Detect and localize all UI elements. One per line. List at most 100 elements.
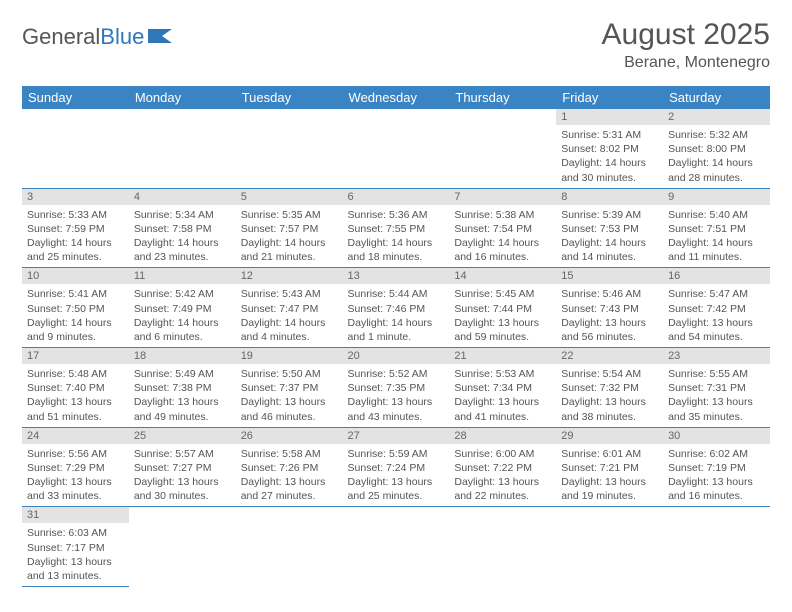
day-data: Sunrise: 5:40 AMSunset: 7:51 PMDaylight:… [663,205,770,268]
weekday-header: Thursday [449,86,556,109]
calendar-row: ..........1Sunrise: 5:31 AMSunset: 8:02 … [22,109,770,188]
calendar-cell: 29Sunrise: 6:01 AMSunset: 7:21 PMDayligh… [556,427,663,507]
day-number: 9 [663,189,770,205]
daylight-text: and 56 minutes. [561,330,658,344]
daylight-text: Daylight: 13 hours [241,475,338,489]
day-data: Sunrise: 5:43 AMSunset: 7:47 PMDaylight:… [236,284,343,347]
calendar-cell: .. [343,109,450,188]
day-data: Sunrise: 5:59 AMSunset: 7:24 PMDaylight:… [343,444,450,507]
day-number: 23 [663,348,770,364]
day-data: Sunrise: 5:36 AMSunset: 7:55 PMDaylight:… [343,205,450,268]
daylight-text: Daylight: 13 hours [348,475,445,489]
daylight-text: and 54 minutes. [668,330,765,344]
day-number: 3 [22,189,129,205]
sunrise-text: Sunrise: 5:34 AM [134,208,231,222]
calendar-cell: 5Sunrise: 5:35 AMSunset: 7:57 PMDaylight… [236,188,343,268]
calendar-cell: 10Sunrise: 5:41 AMSunset: 7:50 PMDayligh… [22,268,129,348]
sunset-text: Sunset: 7:17 PM [27,541,124,555]
daylight-text: Daylight: 13 hours [561,316,658,330]
calendar-cell: 25Sunrise: 5:57 AMSunset: 7:27 PMDayligh… [129,427,236,507]
day-data: Sunrise: 5:53 AMSunset: 7:34 PMDaylight:… [449,364,556,427]
daylight-text: Daylight: 13 hours [668,475,765,489]
calendar-cell: .. [22,109,129,188]
daylight-text: Daylight: 14 hours [561,156,658,170]
day-data: Sunrise: 5:45 AMSunset: 7:44 PMDaylight:… [449,284,556,347]
calendar-cell: 31Sunrise: 6:03 AMSunset: 7:17 PMDayligh… [22,507,129,587]
daylight-text: Daylight: 13 hours [27,395,124,409]
daylight-text: and 25 minutes. [27,250,124,264]
daylight-text: and 13 minutes. [27,569,124,583]
sunrise-text: Sunrise: 6:02 AM [668,447,765,461]
sunrise-text: Sunrise: 5:50 AM [241,367,338,381]
day-number: 15 [556,268,663,284]
day-number: 16 [663,268,770,284]
sunrise-text: Sunrise: 5:31 AM [561,128,658,142]
daylight-text: and 46 minutes. [241,410,338,424]
daylight-text: and 43 minutes. [348,410,445,424]
daylight-text: and 23 minutes. [134,250,231,264]
calendar-cell [663,507,770,587]
daylight-text: Daylight: 14 hours [27,316,124,330]
weekday-header: Wednesday [343,86,450,109]
calendar-cell: 16Sunrise: 5:47 AMSunset: 7:42 PMDayligh… [663,268,770,348]
flag-icon [148,24,176,50]
daylight-text: and 21 minutes. [241,250,338,264]
daylight-text: Daylight: 14 hours [348,236,445,250]
daylight-text: and 14 minutes. [561,250,658,264]
weekday-header-row: Sunday Monday Tuesday Wednesday Thursday… [22,86,770,109]
day-number: 14 [449,268,556,284]
day-number: 1 [556,109,663,125]
sunrise-text: Sunrise: 5:42 AM [134,287,231,301]
sunset-text: Sunset: 7:57 PM [241,222,338,236]
sunrise-text: Sunrise: 5:35 AM [241,208,338,222]
day-number: 26 [236,428,343,444]
daylight-text: Daylight: 13 hours [561,395,658,409]
sunset-text: Sunset: 7:59 PM [27,222,124,236]
day-data: Sunrise: 5:49 AMSunset: 7:38 PMDaylight:… [129,364,236,427]
calendar-row: 17Sunrise: 5:48 AMSunset: 7:40 PMDayligh… [22,348,770,428]
day-number: 17 [22,348,129,364]
day-number: 7 [449,189,556,205]
title-block: August 2025 Berane, Montenegro [602,18,770,72]
daylight-text: and 25 minutes. [348,489,445,503]
sunset-text: Sunset: 7:58 PM [134,222,231,236]
day-number: 11 [129,268,236,284]
day-data: Sunrise: 6:03 AMSunset: 7:17 PMDaylight:… [22,523,129,586]
daylight-text: and 51 minutes. [27,410,124,424]
sunset-text: Sunset: 7:35 PM [348,381,445,395]
sunrise-text: Sunrise: 5:41 AM [27,287,124,301]
day-data: Sunrise: 5:58 AMSunset: 7:26 PMDaylight:… [236,444,343,507]
sunrise-text: Sunrise: 5:53 AM [454,367,551,381]
calendar-cell: .. [236,109,343,188]
day-data: Sunrise: 5:33 AMSunset: 7:59 PMDaylight:… [22,205,129,268]
sunset-text: Sunset: 7:54 PM [454,222,551,236]
calendar-cell: 20Sunrise: 5:52 AMSunset: 7:35 PMDayligh… [343,348,450,428]
calendar-cell: 28Sunrise: 6:00 AMSunset: 7:22 PMDayligh… [449,427,556,507]
daylight-text: Daylight: 13 hours [134,475,231,489]
daylight-text: Daylight: 14 hours [134,236,231,250]
sunset-text: Sunset: 7:19 PM [668,461,765,475]
day-number: 6 [343,189,450,205]
day-number: 10 [22,268,129,284]
daylight-text: and 35 minutes. [668,410,765,424]
calendar-cell: 17Sunrise: 5:48 AMSunset: 7:40 PMDayligh… [22,348,129,428]
sunset-text: Sunset: 7:27 PM [134,461,231,475]
calendar-cell: 13Sunrise: 5:44 AMSunset: 7:46 PMDayligh… [343,268,450,348]
sunset-text: Sunset: 7:22 PM [454,461,551,475]
calendar-cell: 15Sunrise: 5:46 AMSunset: 7:43 PMDayligh… [556,268,663,348]
day-number: 21 [449,348,556,364]
daylight-text: Daylight: 13 hours [561,475,658,489]
sunset-text: Sunset: 7:43 PM [561,302,658,316]
weekday-header: Friday [556,86,663,109]
calendar-cell: 27Sunrise: 5:59 AMSunset: 7:24 PMDayligh… [343,427,450,507]
day-data: Sunrise: 5:55 AMSunset: 7:31 PMDaylight:… [663,364,770,427]
weekday-header: Monday [129,86,236,109]
sunset-text: Sunset: 7:55 PM [348,222,445,236]
calendar-cell: 23Sunrise: 5:55 AMSunset: 7:31 PMDayligh… [663,348,770,428]
sunrise-text: Sunrise: 5:33 AM [27,208,124,222]
day-number: 2 [663,109,770,125]
calendar-cell: 19Sunrise: 5:50 AMSunset: 7:37 PMDayligh… [236,348,343,428]
daylight-text: and 6 minutes. [134,330,231,344]
daylight-text: Daylight: 14 hours [668,156,765,170]
day-data: Sunrise: 5:50 AMSunset: 7:37 PMDaylight:… [236,364,343,427]
